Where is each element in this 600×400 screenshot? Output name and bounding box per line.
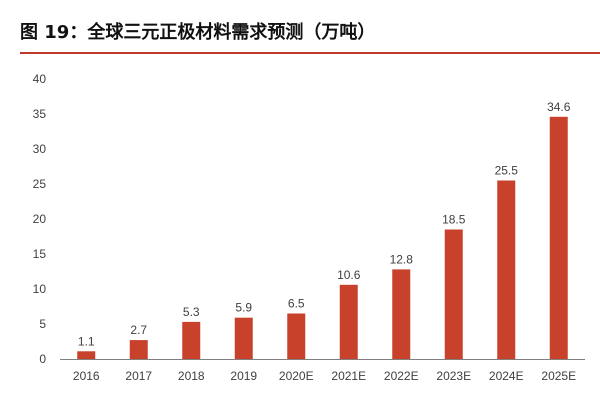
bar-2019 [234, 317, 253, 359]
x-tick-label: 2023E [436, 369, 471, 383]
x-tick-label: 2021E [331, 369, 366, 383]
y-tick-label: 30 [33, 142, 47, 156]
x-axis-ticks: 2016 2017 2018 2019 2020E 2021E 2022E 2023E 2024… [73, 369, 576, 383]
bar-2021E [339, 284, 358, 359]
data-label: 18.5 [442, 213, 466, 227]
title-underline [20, 52, 600, 54]
bar-2025E [549, 116, 568, 359]
bar-2023E [444, 229, 463, 359]
y-axis-ticks: 0 5 10 15 20 25 30 35 40 [33, 72, 47, 366]
bar-2018 [182, 321, 201, 359]
bar-2017 [129, 340, 148, 359]
x-tick-label: 2020E [279, 369, 314, 383]
data-label: 12.8 [390, 252, 414, 266]
x-tick-label: 2016 [73, 369, 100, 383]
y-tick-label: 35 [33, 107, 47, 121]
x-tick-label: 2017 [125, 369, 152, 383]
x-tick-label: 2025E [541, 369, 576, 383]
bar-2022E [392, 269, 411, 359]
y-tick-label: 5 [39, 317, 46, 331]
data-label: 34.6 [547, 100, 571, 114]
data-label: 5.3 [183, 305, 200, 319]
x-tick-label: 2018 [178, 369, 205, 383]
bar-2016 [77, 351, 96, 359]
data-label: 1.1 [78, 334, 95, 348]
x-tick-label: 2019 [230, 369, 257, 383]
y-tick-label: 20 [33, 212, 47, 226]
data-label: 10.6 [337, 268, 361, 282]
data-labels: 1.1 2.7 5.3 5.9 6.5 10.6 12.8 18.5 25.5 34.6 [78, 100, 571, 348]
y-tick-label: 10 [33, 282, 47, 296]
y-tick-label: 0 [39, 352, 46, 366]
x-tick-label: 2024E [489, 369, 524, 383]
bars [77, 116, 568, 359]
y-tick-label: 15 [33, 247, 47, 261]
data-label: 6.5 [288, 297, 305, 311]
y-tick-label: 40 [33, 72, 47, 86]
data-label: 25.5 [495, 164, 519, 178]
bar-2020E [287, 313, 306, 359]
x-tick-label: 2022E [384, 369, 419, 383]
chart-title: 图 19：全球三元正极材料需求预测（万吨） [20, 22, 376, 43]
data-label: 2.7 [130, 323, 147, 337]
data-label: 5.9 [235, 301, 252, 315]
y-tick-label: 25 [33, 177, 47, 191]
bar-2024E [497, 180, 516, 359]
